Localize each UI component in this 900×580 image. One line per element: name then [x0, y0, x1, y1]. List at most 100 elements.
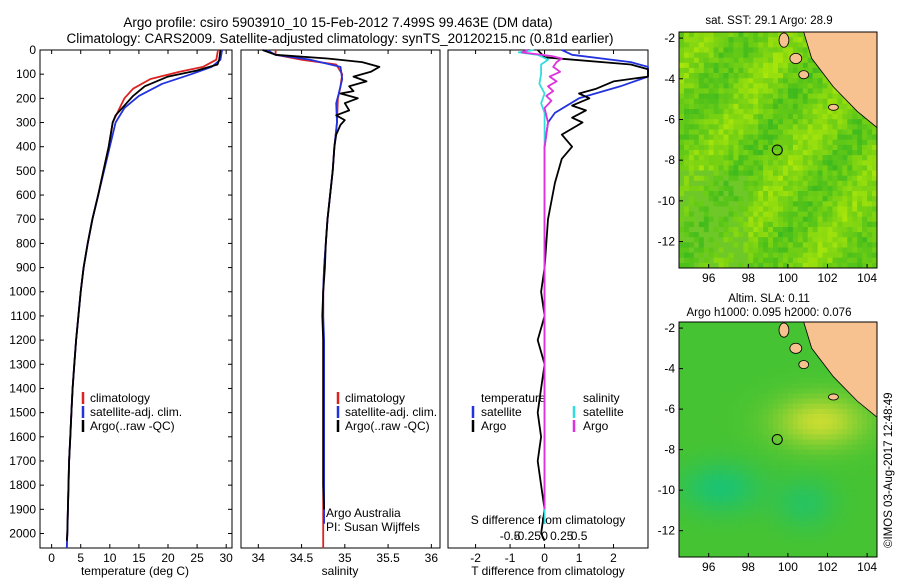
- map-cell: [743, 67, 749, 74]
- map-cell: [723, 526, 729, 532]
- map-cell: [817, 67, 824, 74]
- map-cell: [807, 67, 814, 74]
- map-cell: [743, 42, 749, 48]
- map-cell: [748, 88, 754, 94]
- map-cell: [827, 424, 833, 430]
- map-cell: [812, 495, 819, 502]
- map-cell: [822, 465, 828, 471]
- map-cell: [768, 257, 774, 264]
- map-cell: [787, 109, 794, 115]
- map-cell: [787, 232, 794, 238]
- map-cell: [698, 201, 705, 207]
- map-cell: [748, 52, 754, 59]
- map-cell: [763, 124, 769, 130]
- map-cell: [792, 247, 799, 254]
- map-cell: [787, 414, 794, 420]
- map-cell: [783, 454, 789, 461]
- map-cell: [768, 347, 774, 354]
- map-cell: [723, 57, 729, 64]
- map-cell: [783, 242, 789, 248]
- map-cell: [728, 511, 734, 517]
- map-cell: [723, 531, 729, 538]
- map-cell: [807, 403, 814, 410]
- map-cell: [713, 500, 720, 507]
- map-cell: [812, 419, 819, 425]
- map-cell: [758, 378, 764, 384]
- map-cell: [807, 388, 814, 394]
- map-cell: [807, 196, 814, 202]
- map-cell: [743, 62, 749, 69]
- map-cell: [684, 419, 690, 425]
- map-cell: [792, 516, 799, 522]
- map-cell: [837, 129, 843, 136]
- map-cell: [753, 83, 759, 89]
- map-cell: [708, 337, 715, 343]
- map-cell: [698, 114, 705, 120]
- map-cell: [698, 252, 705, 259]
- map-cell: [842, 191, 848, 197]
- map-cell: [723, 114, 729, 120]
- map-cell: [703, 144, 710, 151]
- map-cell: [698, 434, 705, 440]
- map-cell: [733, 511, 739, 517]
- map-cell: [802, 536, 809, 543]
- map-cell: [748, 444, 754, 451]
- map-cell: [738, 424, 744, 430]
- map-cell: [773, 211, 779, 218]
- map-cell: [723, 62, 729, 69]
- map-cell: [738, 495, 744, 502]
- map-cell: [787, 383, 794, 389]
- map-cell: [718, 232, 725, 238]
- map-cell: [802, 78, 809, 84]
- map-cell: [703, 88, 710, 94]
- map-cell: [867, 232, 873, 238]
- map-cell: [768, 454, 774, 461]
- map-cell: [797, 247, 804, 254]
- map-cell: [743, 347, 749, 354]
- map-cell: [773, 83, 779, 89]
- map-cell: [842, 439, 848, 446]
- map-cell: [753, 465, 759, 471]
- map-cell: [778, 150, 784, 156]
- map-cell: [832, 144, 838, 151]
- map-cell: [807, 57, 814, 64]
- map-cell: [857, 201, 863, 207]
- map-cell: [792, 322, 799, 328]
- map-cell: [713, 114, 720, 120]
- map-cell: [738, 419, 744, 425]
- map-cell: [792, 368, 799, 374]
- map-cell: [708, 170, 715, 177]
- map-cell: [698, 160, 705, 166]
- map-cell: [817, 526, 824, 532]
- map-cell: [842, 414, 848, 420]
- map-cell: [728, 144, 734, 151]
- map-cell: [778, 196, 784, 202]
- map-cell: [802, 139, 809, 146]
- map-cell: [852, 242, 858, 248]
- map-cell: [753, 337, 759, 343]
- map-cell: [748, 408, 754, 415]
- map-cell: [817, 237, 824, 243]
- map-cell: [778, 165, 784, 171]
- map-cell: [753, 521, 759, 527]
- map-cell: [837, 134, 843, 141]
- map-cell: [688, 521, 695, 527]
- map-cell: [718, 180, 725, 187]
- map-cell: [693, 546, 700, 553]
- map-cell: [773, 495, 779, 502]
- map-cell: [688, 368, 695, 374]
- map-cell: [733, 37, 739, 43]
- map-cell: [738, 67, 744, 74]
- map-cell: [703, 129, 710, 136]
- map-cell: [718, 242, 725, 248]
- map-cell: [753, 109, 759, 115]
- map-cell: [679, 322, 685, 328]
- map-cell: [723, 454, 729, 461]
- map-cell: [713, 37, 720, 43]
- difference-xlabel-top: S difference from climatology: [471, 513, 626, 527]
- map-cell: [763, 170, 769, 177]
- map-cell: [807, 211, 814, 218]
- map-cell: [867, 227, 873, 233]
- map-cell: [778, 521, 784, 527]
- map-cell: [768, 119, 774, 125]
